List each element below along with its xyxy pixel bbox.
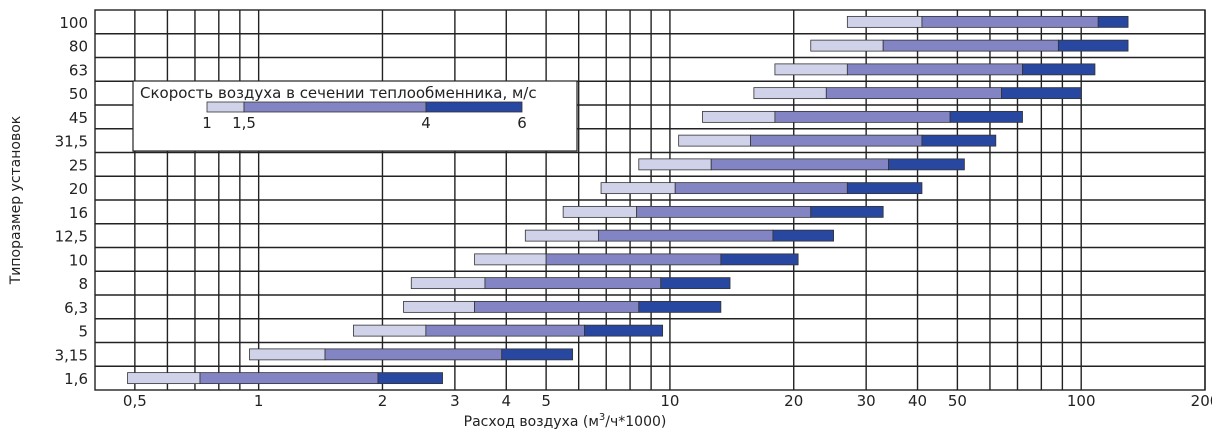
bar-low-segment [127,372,201,385]
bar-low-segment [474,253,547,266]
x-tick-label: 10 [660,392,679,410]
bar-mid-segment [921,15,1099,28]
x-tick-label: 200 [1191,392,1212,410]
bar-mid-segment [484,277,662,290]
bar-low-segment [774,63,848,76]
bar-low-segment [403,300,475,313]
y-tick-label: 8 [78,275,88,293]
x-tick-label: 2 [378,392,388,410]
bar-high-segment [949,110,1023,123]
legend-title: Скорость воздуха в сечении теплообменник… [140,84,537,102]
y-tick-labels: 100 80 63 50 45 31,5 25 20 16 12,5 10 8 6,3 5 3,15 1,6 [55,14,88,388]
y-tick-label: 63 [69,61,88,79]
bar-low-segment [753,87,827,100]
y-tick-label: 12,5 [55,228,88,246]
bar-mid-segment [324,348,503,361]
bars-layer [127,15,1129,385]
bar-high-segment [1057,39,1129,52]
y-tick-label: 6,3 [64,299,88,317]
bar-mid-segment [474,300,640,313]
bar-high-segment [638,300,722,313]
legend-swatch-high [425,101,523,113]
x-tick-label: 30 [857,392,876,410]
bar-mid-segment [545,253,722,266]
bar-high-segment [720,253,799,266]
bar-high-segment [501,348,574,361]
y-tick-label: 5 [78,323,88,341]
bar-mid-segment [825,87,1002,100]
x-tick-labels: 0,5 1 2 3 4 5 10 20 30 40 50 100 200 [123,392,1212,410]
legend-tick-label: 4 [421,114,431,132]
x-tick-label: 100 [1067,392,1096,410]
bar-high-segment [660,277,731,290]
x-tick-label: 0,5 [123,392,147,410]
legend-swatch-low [206,101,245,113]
y-axis-label: Типоразмер установок [8,116,24,286]
bar-low-segment [702,110,776,123]
bar-high-segment [810,205,884,218]
bar-low-segment [638,158,712,171]
bar-high-segment [772,229,834,242]
x-tick-label: 40 [908,392,927,410]
bar-high-segment [846,182,923,195]
y-tick-label: 45 [69,109,88,127]
bar-mid-segment [425,324,585,337]
x-tick-label: 4 [501,392,511,410]
bar-high-segment [1097,15,1129,28]
y-tick-label: 1,6 [64,370,88,388]
bar-low-segment [600,182,676,195]
x-tick-label: 20 [784,392,803,410]
bar-high-segment [1001,87,1082,100]
legend-tick-label: 6 [517,114,527,132]
x-axis-label: Расход воздуха (м3/ч*1000) [464,412,667,430]
bar-mid-segment [882,39,1059,52]
legend-box [132,80,578,152]
bar-low-segment [846,15,923,28]
bar-low-segment [562,205,638,218]
bar-high-segment [584,324,664,337]
bar-mid-segment [674,182,848,195]
bar-mid-segment [846,63,1023,76]
x-axis-label-sup: 3 [599,412,605,423]
bar-mid-segment [710,158,889,171]
bar-low-segment [678,134,751,147]
plot-frame [94,9,1206,391]
bar-mid-segment [750,134,923,147]
y-tick-label: 100 [59,14,88,32]
bar-low-segment [249,348,326,361]
bar-low-segment [353,324,427,337]
bar-low-segment [410,277,486,290]
bar-high-segment [888,158,965,171]
y-tick-label: 3,15 [55,346,88,364]
x-axis-label-main: Расход воздуха (м [464,414,599,430]
legend-tick-label: 1,5 [232,114,256,132]
bar-mid-segment [597,229,774,242]
x-axis-label-tail: /ч*1000) [605,414,666,430]
bar-low-segment [524,229,599,242]
bar-mid-segment [636,205,812,218]
bar-high-segment [377,372,443,385]
x-tick-label: 3 [450,392,460,410]
x-tick-label: 50 [948,392,967,410]
y-tick-label: 31,5 [55,133,88,151]
x-tick-label: 1 [254,392,264,410]
y-tick-label: 80 [69,38,88,56]
y-tick-label: 10 [69,251,88,269]
x-tick-label: 5 [541,392,551,410]
bar-mid-segment [774,110,951,123]
legend-tick-label: 1 [202,114,212,132]
y-tick-label: 16 [69,204,88,222]
y-tick-label: 20 [69,180,88,198]
legend-swatch-mid [243,101,427,113]
bar-high-segment [1022,63,1096,76]
bar-high-segment [921,134,997,147]
y-tick-label: 25 [69,156,88,174]
y-tick-label: 50 [69,85,88,103]
bar-low-segment [810,39,884,52]
legend: Скорость воздуха в сечении теплообменник… [132,80,578,152]
bar-mid-segment [199,372,379,385]
